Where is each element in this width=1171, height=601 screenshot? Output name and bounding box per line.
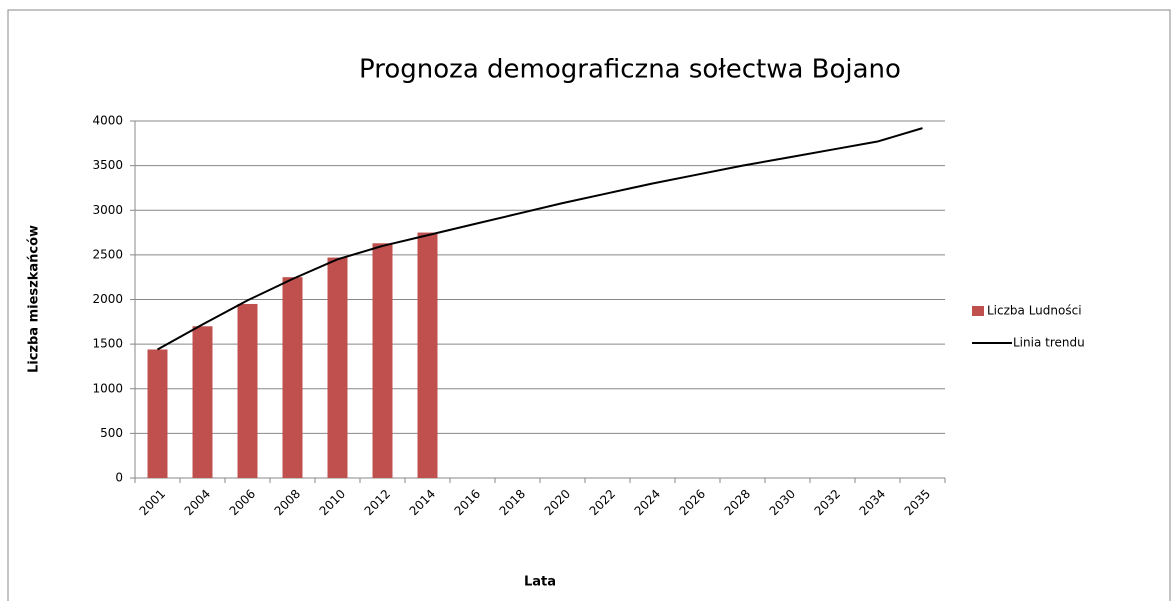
y-tick-label: 1500 [92, 337, 123, 351]
y-tick-label: 1000 [92, 381, 123, 395]
bar [237, 303, 258, 478]
bar [327, 257, 348, 478]
y-axis-label: Liczba mieszkańców [27, 225, 42, 373]
y-tick-label: 2500 [92, 247, 123, 261]
y-tick-label: 0 [115, 471, 123, 485]
bar [372, 243, 393, 478]
legend-label: Liczba Ludności [987, 304, 1082, 318]
chart-frame [7, 9, 1171, 601]
bar [282, 277, 303, 478]
bar [147, 349, 168, 478]
legend-label: Linia trendu [1013, 336, 1085, 350]
y-tick-label: 4000 [92, 114, 123, 128]
y-tick-label: 500 [100, 426, 123, 440]
bar [192, 326, 213, 478]
y-tick-label: 3000 [92, 203, 123, 217]
bar [417, 232, 438, 478]
x-axis-label: Lata [524, 575, 556, 590]
trend-line [157, 127, 923, 351]
chart-title: Prognoza demograficzna sołectwa Bojano [359, 55, 901, 85]
y-tick-label: 3500 [92, 158, 123, 172]
legend-swatch [972, 306, 984, 316]
y-tick-label: 2000 [92, 292, 123, 306]
